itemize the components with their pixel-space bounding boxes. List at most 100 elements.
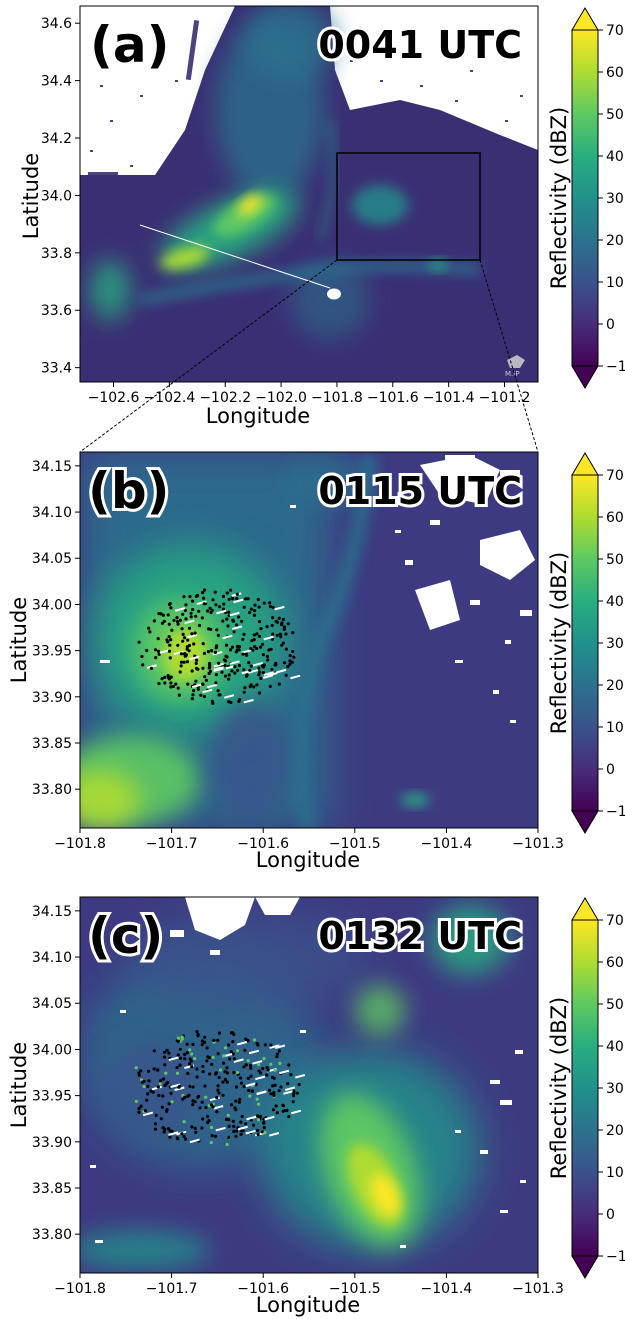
no-echo-streak bbox=[256, 1090, 267, 1096]
lma-source-dot bbox=[160, 1105, 164, 1109]
lma-source-dot bbox=[210, 1062, 214, 1066]
no-echo-streak bbox=[245, 1082, 256, 1088]
lma-source-dot bbox=[216, 1084, 220, 1088]
y-tick-label: 34.0 bbox=[41, 188, 72, 204]
lma-source-dot bbox=[157, 612, 161, 616]
lma-source-dot bbox=[194, 679, 198, 683]
no-echo-streak bbox=[202, 688, 213, 694]
lma-source-dot bbox=[201, 1070, 205, 1074]
lma-source-dot bbox=[248, 610, 252, 615]
lma-source-dot bbox=[204, 1105, 208, 1110]
lma-source-dot bbox=[140, 654, 144, 659]
lma-source-dot bbox=[216, 1038, 220, 1042]
panel-b-label: (b) bbox=[88, 462, 170, 520]
lma-source-dot bbox=[175, 616, 179, 620]
no-echo-streak bbox=[237, 1125, 248, 1131]
lma-source-dot bbox=[286, 1082, 290, 1086]
y-tick-label: 33.90 bbox=[32, 690, 72, 706]
lma-source-dot bbox=[235, 1129, 239, 1133]
panel-b-echoes bbox=[80, 452, 429, 828]
colorbar-tick-label: 0 bbox=[606, 317, 615, 333]
lma-source-dot bbox=[238, 1097, 242, 1101]
no-echo-streak bbox=[174, 607, 186, 612]
lma-source-dot bbox=[137, 1106, 141, 1111]
lma-source-dot bbox=[222, 602, 226, 606]
lma-source-dot bbox=[202, 651, 206, 656]
x-tick-label: −101.3 bbox=[512, 836, 564, 852]
lma-source-dot bbox=[236, 668, 240, 672]
lma-source-dot bbox=[256, 1118, 261, 1122]
colorbar-ramp bbox=[571, 474, 599, 812]
lma-source-dot bbox=[271, 1084, 275, 1088]
no-echo-streak bbox=[236, 1041, 248, 1046]
lma-source-dot bbox=[232, 1124, 236, 1128]
panel-b-frame bbox=[79, 451, 539, 829]
lma-source-dot bbox=[190, 1065, 194, 1069]
lma-source-dot bbox=[261, 642, 265, 646]
lma-source-dot bbox=[198, 1106, 202, 1110]
no-echo-streak bbox=[264, 1115, 275, 1121]
lma-source-dot bbox=[227, 673, 231, 677]
panel-a-time: 0041 UTC bbox=[318, 23, 522, 67]
lma-source-dot bbox=[284, 673, 288, 677]
x-tick-label: −101.2 bbox=[479, 390, 531, 406]
colorbar-tick-label: 40 bbox=[606, 149, 624, 165]
lma-source-dot bbox=[203, 1084, 207, 1088]
lma-source-dot bbox=[226, 1113, 230, 1117]
lma-source-dot bbox=[140, 1080, 144, 1084]
radar-site-marker bbox=[327, 288, 341, 300]
lma-source-dot bbox=[297, 1082, 301, 1087]
x-tick-label: −101.7 bbox=[146, 1281, 198, 1297]
y-tick-label: 33.4 bbox=[41, 361, 72, 377]
lma-source-dot bbox=[285, 1108, 289, 1112]
panel-b-field bbox=[80, 452, 538, 828]
y-tick-label: 33.85 bbox=[32, 1181, 72, 1197]
lma-source-dot bbox=[201, 642, 205, 646]
x-tick-label: −101.8 bbox=[54, 836, 106, 852]
panel-c-lma-sources bbox=[134, 1030, 306, 1147]
lma-source-dot bbox=[146, 1084, 150, 1088]
lma-source-dot bbox=[151, 1090, 155, 1094]
lma-source-dot bbox=[146, 1092, 150, 1096]
lma-source-dot bbox=[167, 1102, 171, 1106]
lma-source-dot bbox=[147, 626, 151, 630]
lma-source-dot bbox=[183, 654, 187, 658]
lma-source-dot bbox=[202, 596, 206, 600]
lma-source-dot bbox=[244, 1063, 248, 1067]
lma-source-dot bbox=[211, 1055, 215, 1059]
no-echo-streak bbox=[263, 635, 274, 641]
colorbar-tick-label: 0 bbox=[606, 1207, 615, 1223]
lma-source-dot bbox=[223, 674, 228, 678]
panel-b-lma-sources bbox=[137, 588, 301, 706]
lma-source-dot bbox=[195, 1075, 199, 1079]
lma-source-dot bbox=[268, 684, 272, 689]
lma-source-dot bbox=[231, 1052, 235, 1056]
lma-source-dot bbox=[200, 682, 205, 686]
lma-source-dot bbox=[168, 1129, 172, 1133]
lma-source-dot bbox=[149, 666, 154, 671]
lma-source-dot bbox=[277, 1089, 281, 1093]
lma-source-dot bbox=[270, 1075, 275, 1079]
panel-b-no-echo bbox=[100, 455, 535, 723]
lma-source-dot bbox=[234, 1099, 238, 1103]
colorbar-ramp bbox=[571, 919, 599, 1257]
lma-source-dot bbox=[222, 1061, 226, 1065]
lma-source-dot bbox=[215, 1110, 219, 1114]
colorbar-label: Reflectivity (dBZ) bbox=[547, 552, 571, 734]
colorbar-label: Reflectivity (dBZ) bbox=[547, 107, 571, 289]
lma-source-dot bbox=[263, 1043, 267, 1047]
colorbar-tick-label: 70 bbox=[606, 23, 624, 39]
y-tick-label: 34.05 bbox=[32, 551, 72, 567]
lma-source-dot bbox=[168, 1135, 172, 1139]
colorbar-tick-label: 0 bbox=[606, 762, 615, 778]
lma-source-dot bbox=[137, 1110, 141, 1114]
lma-source-dot bbox=[252, 633, 256, 637]
x-tick-label: −102.0 bbox=[255, 390, 307, 406]
lma-source-dot bbox=[274, 619, 278, 623]
lma-source-dot bbox=[246, 1076, 250, 1080]
lma-source-dot bbox=[217, 1091, 221, 1095]
lma-source-dot bbox=[261, 671, 265, 675]
lma-source-dot bbox=[225, 655, 229, 659]
lma-source-dot bbox=[235, 1049, 240, 1053]
lma-source-dot bbox=[196, 1033, 200, 1037]
